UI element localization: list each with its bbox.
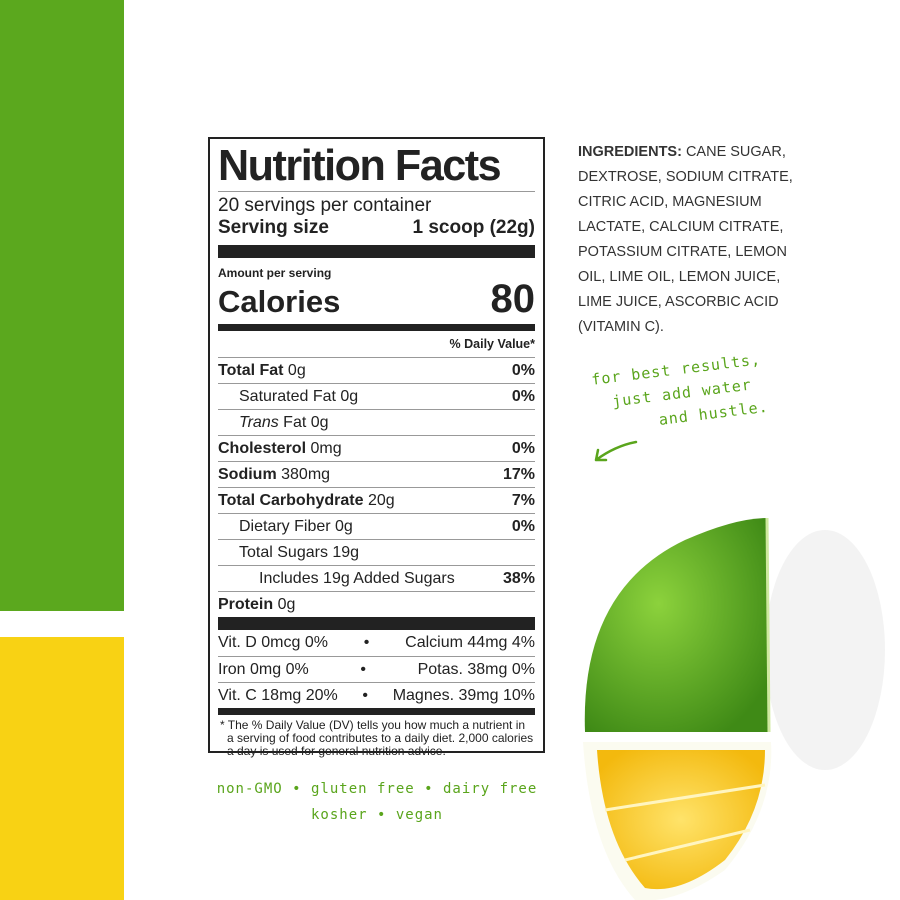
nutrient-row: Total Fat 0g 0% xyxy=(218,357,535,383)
servings-per-container: 20 servings per container xyxy=(218,195,432,216)
vitamin-row: Vit. C 18mg 20% • Magnes. 39mg 10% xyxy=(218,682,535,708)
serving-size: Serving size 1 scoop (22g) xyxy=(218,217,535,239)
nutrient-amount: 20g xyxy=(363,492,395,509)
claims-line: kosher • vegan xyxy=(310,807,443,823)
green-color-bar xyxy=(0,0,124,611)
vitamin-sep: • xyxy=(360,661,366,678)
daily-value: 17% xyxy=(502,466,535,483)
nutrient-italic: Trans xyxy=(239,414,279,431)
calories-label: Calories xyxy=(218,284,341,319)
nutrient-amount: 0mg xyxy=(306,440,342,457)
nutrient-name: Dietary Fiber 0g xyxy=(218,514,353,539)
nutrient-amount: 380mg xyxy=(276,466,331,483)
vitamin-row: Iron 0mg 0% • Potas. 38mg 0% xyxy=(218,656,535,682)
nutrient-name: Total Sugars 19g xyxy=(218,540,359,565)
daily-value: 0% xyxy=(511,518,535,535)
nutrient-name: Sodium 380mg xyxy=(218,462,330,487)
serving-size-label: Serving size xyxy=(218,217,329,238)
vitamin-sep: • xyxy=(363,634,370,651)
nutrient-name: Total Fat 0g xyxy=(218,358,306,383)
daily-value: 38% xyxy=(502,570,535,587)
nutrient-row: Total Sugars 19g xyxy=(218,539,535,565)
vitamin-row: Vit. D 0mcg 0% • Calcium 44mg 4% xyxy=(218,630,535,656)
divider-medium xyxy=(218,324,535,331)
nutrient-row: Trans Fat 0g xyxy=(218,409,535,435)
nutrient-bold: Total Fat xyxy=(218,362,284,379)
vitamin-left: Vit. D 0mcg 0% xyxy=(218,634,328,651)
calories-row: Calories 80 xyxy=(218,277,536,321)
nutrient-amount: Includes 19g Added Sugars xyxy=(259,570,455,587)
footnote: * The % Daily Value (DV) tells you how m… xyxy=(220,718,534,758)
daily-value: 0% xyxy=(511,362,535,379)
nutrient-row: Dietary Fiber 0g 0% xyxy=(218,513,535,539)
nutrient-amount: 0g xyxy=(283,362,306,379)
nutrient-row: Includes 19g Added Sugars 38% xyxy=(218,565,535,591)
ingredients: INGREDIENTS: CANE SUGAR, DEXTROSE, SODIU… xyxy=(578,140,818,340)
amount-per-serving: Amount per serving xyxy=(218,266,332,280)
serving-size-value: 1 scoop (22g) xyxy=(412,217,535,238)
divider-medium xyxy=(218,708,535,715)
nutrient-name: Cholesterol 0mg xyxy=(218,436,342,461)
vitamin-left: Vit. C 18mg 20% xyxy=(218,687,338,704)
nutrient-row: Total Carbohydrate 20g 7% xyxy=(218,487,535,513)
nutrient-name: Total Carbohydrate 20g xyxy=(218,488,395,513)
vitamin-right: Calcium 44mg 4% xyxy=(405,634,535,651)
lime-lemon-image xyxy=(583,517,885,900)
divider-thick xyxy=(218,245,535,258)
nutrient-amount: Total Sugars 19g xyxy=(239,544,360,561)
divider-thick xyxy=(218,617,535,630)
daily-value: 0% xyxy=(511,388,535,405)
claims-line: non-GMO • gluten free • dairy free xyxy=(216,781,538,797)
nutrient-bold: Protein xyxy=(218,596,274,613)
vitamin-sep: • xyxy=(362,687,369,704)
ingredients-heading: INGREDIENTS: xyxy=(578,144,682,160)
nutrient-name: Trans Fat 0g xyxy=(218,410,329,435)
handwritten-note: for best results, just add water and hus… xyxy=(590,347,770,439)
nutrient-row: Saturated Fat 0g 0% xyxy=(218,383,535,409)
nutrition-facts-label: Nutrition Facts 20 servings per containe… xyxy=(208,137,545,758)
nutrient-name: Protein 0g xyxy=(218,592,295,617)
ingredients-text: CANE SUGAR, DEXTROSE, SODIUM CITRATE, CI… xyxy=(578,144,793,335)
arrow-icon xyxy=(594,440,638,462)
vitamin-left: Iron 0mg 0% xyxy=(218,661,309,678)
vitamin-right: Magnes. 39mg 10% xyxy=(392,687,535,704)
nutrient-amount: 0g xyxy=(273,596,296,613)
yellow-color-bar xyxy=(0,637,124,900)
nutrient-bold: Cholesterol xyxy=(218,440,307,457)
product-claims: non-GMO • gluten free • dairy free koshe… xyxy=(207,776,547,828)
daily-value-header: % Daily Value* xyxy=(449,337,535,351)
label-title: Nutrition Facts xyxy=(218,141,502,190)
vitamin-right: Potas. 38mg 0% xyxy=(417,661,535,678)
nutrient-amount: Fat 0g xyxy=(278,414,329,431)
nutrient-bold: Total Carbohydrate xyxy=(218,492,364,509)
nutrient-row: Sodium 380mg 17% xyxy=(218,461,535,487)
nutrient-name: Includes 19g Added Sugars xyxy=(218,566,455,591)
nutrient-name: Saturated Fat 0g xyxy=(218,384,358,409)
nutrient-amount: Dietary Fiber 0g xyxy=(239,518,353,535)
nutrient-row: Protein 0g xyxy=(218,591,535,617)
calories-value: 80 xyxy=(490,277,536,321)
daily-value: 0% xyxy=(511,440,535,457)
daily-value: 7% xyxy=(511,492,535,509)
nutrient-bold: Sodium xyxy=(218,466,277,483)
nutrient-amount: Saturated Fat 0g xyxy=(239,388,359,405)
nutrient-row: Cholesterol 0mg 0% xyxy=(218,435,535,461)
